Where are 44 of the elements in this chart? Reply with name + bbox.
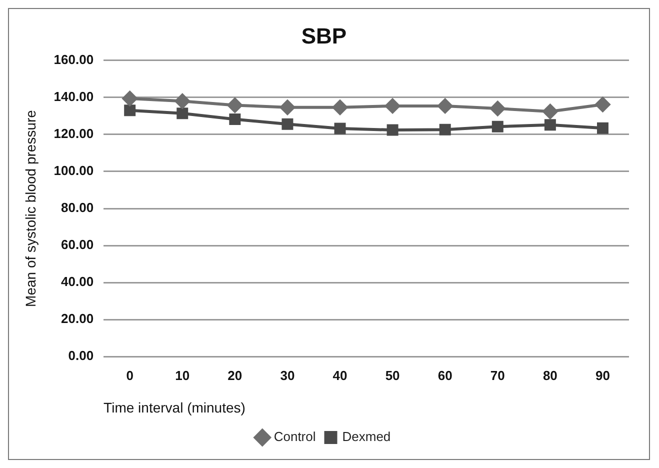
point [385, 98, 400, 114]
point [229, 114, 241, 126]
point [332, 100, 348, 115]
point [386, 124, 398, 136]
chart-title: SBP [301, 23, 347, 48]
x-tick-label: 80 [542, 368, 558, 383]
x-tick-label: 30 [280, 368, 295, 383]
x-tick-label: 60 [438, 368, 452, 383]
point [334, 122, 346, 134]
x-axis-title: Time interval (minutes) [104, 399, 246, 416]
y-tick-label: 20.00 [61, 311, 94, 326]
y-tick-label: 120.00 [54, 126, 94, 142]
point [124, 104, 136, 116]
point [595, 96, 610, 112]
y-tick-label: 100.00 [54, 163, 94, 178]
point [227, 98, 242, 113]
x-tick-label: 10 [175, 368, 190, 383]
point [282, 118, 294, 130]
point [490, 101, 506, 116]
x-tick-label: 0 [126, 368, 134, 383]
point [542, 104, 558, 119]
point [544, 119, 556, 131]
x-tick-label: 40 [332, 368, 348, 383]
x-tick-label: 90 [595, 368, 610, 383]
x-tick-label: 70 [490, 368, 505, 383]
y-tick-label: 80.00 [61, 200, 94, 216]
y-tick-label: 140.00 [54, 89, 94, 104]
y-tick-label: 0.00 [68, 348, 94, 364]
y-tick-label: 40.00 [61, 274, 94, 290]
point [439, 124, 451, 136]
legend-label: Control [274, 429, 316, 444]
point [492, 120, 504, 132]
y-tick-label: 160.00 [54, 52, 94, 67]
point [176, 108, 188, 120]
point [122, 91, 138, 106]
point [280, 100, 295, 115]
x-tick-label: 50 [385, 368, 400, 383]
y-tick-label: 60.00 [61, 237, 94, 252]
point [596, 122, 608, 134]
x-tick-label: 20 [228, 368, 242, 383]
y-axis-title: Mean of systolic blood pressure [22, 110, 38, 307]
point [438, 98, 453, 114]
point [174, 94, 190, 109]
legend-label: Dexmed [342, 429, 391, 444]
